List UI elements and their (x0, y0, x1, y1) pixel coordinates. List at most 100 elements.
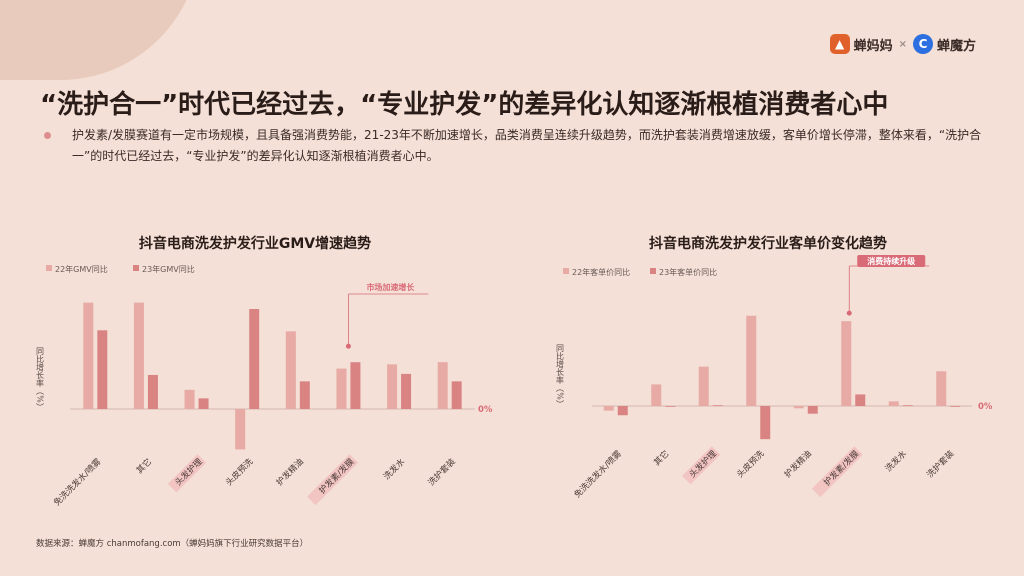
category-label-group: 护发素/发膜 (811, 446, 863, 498)
category-label: 洗护套装 (426, 456, 458, 488)
category-label-group: 免洗洗发水/喷雾 (572, 448, 624, 500)
chart-2: 抖音电商洗发护发行业客单价变化趋势 22年客单价同比 23年客单价同比同比增长率（%… (556, 235, 993, 500)
bar-s1 (746, 315, 757, 406)
category-label-group: 其它 (652, 448, 672, 468)
legend-label: 23年GMV同比 (142, 264, 195, 274)
legend-swatch (46, 265, 52, 271)
category-label-group: 护发精油 (274, 456, 306, 488)
category-label: 免洗洗发水/喷雾 (52, 456, 104, 508)
category-label: 护发素/发膜 (822, 448, 862, 488)
page-headline: “洗护合一”时代已经过去，“专业护发”的差异化认知逐渐根植消费者心中 (40, 90, 889, 120)
legend-label: 22年GMV同比 (55, 264, 108, 274)
bar-s2 (760, 406, 771, 440)
bar-s2 (451, 381, 462, 409)
summary-bullet: 护发素/发膜赛道有一定市场规模，且具备强消费势能，21-23年不断加速增长，品类… (44, 125, 986, 167)
chanmama-logo-text: 蝉妈妈 (853, 38, 893, 54)
category-label-group: 护发素/发膜 (307, 454, 358, 506)
category-label-group: 洗护套装 (925, 448, 957, 480)
bar-s1 (793, 406, 804, 409)
bar-s1 (698, 366, 709, 406)
category-label-group: 免洗洗发水/喷雾 (52, 456, 104, 508)
category-label: 免洗洗发水/喷雾 (572, 448, 624, 500)
bar-s1 (888, 401, 899, 406)
category-label-group: 护发精油 (782, 448, 814, 480)
category-label-group: 头发护理 (167, 454, 207, 493)
bar-s2 (97, 330, 108, 409)
category-label: 头发护理 (173, 456, 205, 488)
bar-s1 (387, 364, 398, 409)
chanmofang-logo: C 蝉魔方 (912, 34, 976, 54)
category-label: 头皮预洗 (735, 448, 767, 480)
category-highlight (167, 454, 207, 493)
bar-s1 (336, 368, 347, 409)
category-label-group: 洗护套装 (426, 456, 458, 488)
bar-s2 (665, 406, 676, 407)
category-label-group: 其它 (134, 456, 154, 476)
category-label: 其它 (652, 448, 672, 468)
legend-swatch (133, 265, 139, 271)
chanmama-logo: ▲ 蝉妈妈 (829, 34, 893, 54)
bar-s2 (249, 309, 260, 409)
category-label: 头发护理 (687, 448, 719, 480)
bar-s1 (603, 406, 614, 411)
legend-label: 23年客单价同比 (659, 267, 717, 277)
category-label: 洗护套装 (925, 448, 957, 480)
category-label: 护发精油 (274, 456, 306, 488)
bullet-dot-icon (44, 132, 51, 139)
bar-s2 (198, 398, 209, 409)
annotation-label: 消费持续升级 (867, 256, 916, 266)
zero-label: 0% (978, 402, 993, 412)
legend-swatch (650, 268, 656, 274)
category-label: 洗发水 (381, 456, 407, 482)
legend-label: 22年客单价同比 (572, 267, 630, 277)
bar-s1 (285, 331, 296, 409)
category-highlight (682, 446, 721, 485)
bar-s2 (902, 405, 913, 407)
bar-s2 (950, 406, 961, 407)
bar-s2 (807, 406, 818, 414)
category-label: 护发精油 (782, 448, 814, 480)
category-label: 洗发水 (883, 448, 909, 474)
bar-s2 (617, 406, 628, 416)
summary-text: 护发素/发膜赛道有一定市场规模，且具备强消费势能，21-23年不断加速增长，品类… (72, 128, 982, 163)
annotation-box (857, 255, 926, 267)
bar-s2 (147, 374, 158, 409)
bar-s1 (133, 302, 144, 409)
bar-s2 (401, 373, 412, 409)
category-label-group: 头皮预洗 (735, 448, 767, 480)
category-label-group: 洗发水 (381, 456, 407, 482)
zero-label: 0% (478, 405, 493, 415)
category-highlight (811, 446, 863, 498)
annotation-label: 市场加速增长 (366, 282, 415, 292)
data-source-footer: 数据来源：蝉魔方 chanmofang.com（蝉妈妈旗下行业研究数据平台） (36, 539, 309, 549)
category-label-group: 洗发水 (883, 448, 909, 474)
bar-s1 (936, 371, 947, 406)
legend-swatch (563, 268, 569, 274)
bar-s1 (651, 384, 662, 406)
bar-s2 (712, 405, 723, 407)
bar-s1 (437, 362, 448, 409)
chart-title: 抖音电商洗发护发行业客单价变化趋势 (649, 235, 887, 252)
category-label: 护发素/发膜 (317, 456, 357, 496)
logo-separator: × (898, 38, 907, 50)
chart-1: 抖音电商洗发护发行业GMV增速趋势 22年GMV同比 23年GMV同比同比增长率（%… (36, 235, 493, 508)
bar-s2 (855, 394, 866, 406)
bar-s1 (841, 321, 852, 406)
bar-s1 (83, 302, 94, 409)
y-axis-label: 同比增长率（%） (36, 347, 45, 411)
category-label: 头皮预洗 (223, 456, 255, 488)
chanmofang-logo-text: 蝉魔方 (936, 38, 976, 54)
bar-s2 (350, 362, 361, 409)
category-label-group: 头发护理 (682, 446, 721, 485)
bar-s2 (299, 381, 310, 409)
y-axis-label: 同比增长率（%） (556, 344, 565, 408)
category-highlight (307, 454, 358, 506)
category-label-group: 头皮预洗 (223, 456, 255, 488)
category-label: 其它 (134, 456, 154, 476)
chanmama-logo-icon: ▲ (829, 34, 850, 54)
bar-s1 (235, 409, 246, 450)
brand-logos: ▲ 蝉妈妈 × C 蝉魔方 (829, 34, 976, 54)
chanmofang-logo-icon: C (912, 34, 933, 54)
bar-s1 (184, 389, 195, 409)
